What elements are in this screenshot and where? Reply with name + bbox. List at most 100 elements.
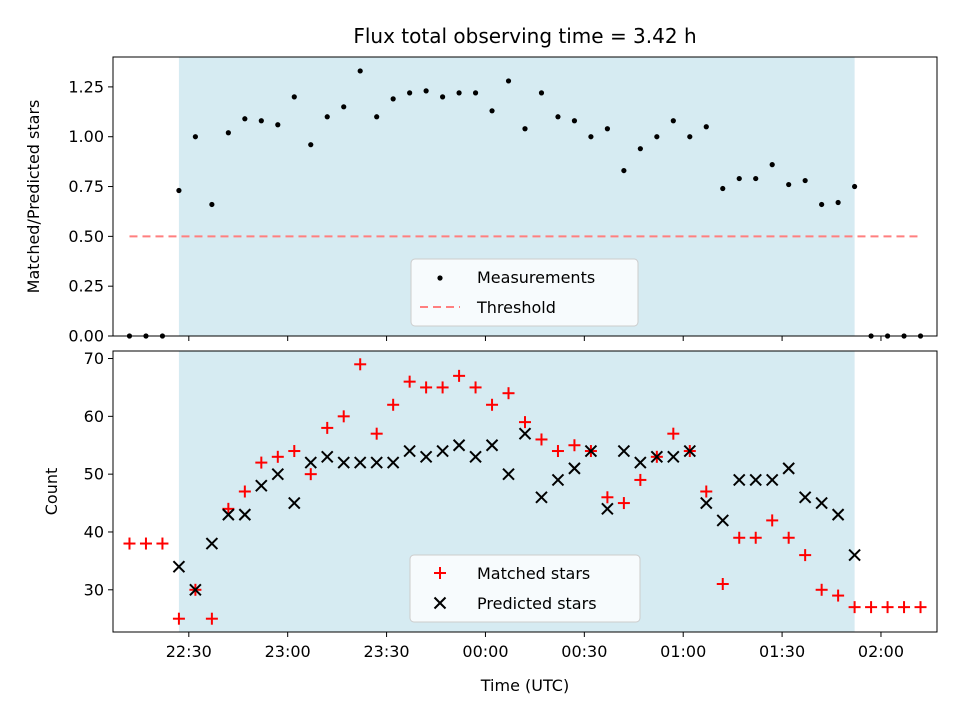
predicted-star-point bbox=[452, 439, 466, 452]
legend-marker-measurements bbox=[437, 275, 443, 281]
x-tick-label: 00:00 bbox=[462, 642, 508, 661]
predicted-star-point bbox=[189, 583, 202, 596]
predicted-star-point bbox=[255, 479, 268, 492]
x-tick-label: 01:00 bbox=[660, 642, 706, 661]
x-b bbox=[617, 444, 631, 458]
bottom-panel: 30 40 50 60 70 22:30 23:00 23:30 00:00 00:30 01:0… bbox=[42, 349, 938, 695]
measurement-point bbox=[571, 118, 578, 124]
x-b bbox=[749, 473, 762, 487]
measurement-point bbox=[423, 88, 429, 94]
measurement-point bbox=[176, 187, 182, 194]
top-legend-box bbox=[410, 258, 639, 327]
x-b bbox=[831, 508, 845, 521]
matched-star-point bbox=[238, 485, 251, 498]
x-b bbox=[815, 496, 828, 510]
x-b bbox=[288, 496, 301, 510]
matched-star-point bbox=[848, 601, 861, 614]
predicted-star-point bbox=[386, 456, 400, 469]
matched-star-point bbox=[914, 601, 927, 614]
matched-star-point bbox=[403, 375, 416, 388]
predicted-star-point bbox=[304, 456, 317, 469]
predicted-star-point bbox=[716, 514, 729, 527]
matched-star-point bbox=[469, 381, 482, 394]
x-b bbox=[568, 462, 581, 475]
matched-star-point bbox=[172, 612, 185, 625]
predicted-star-point bbox=[205, 537, 219, 550]
x-b bbox=[304, 456, 317, 469]
measurement-point bbox=[308, 142, 314, 148]
matched-star-point bbox=[304, 468, 317, 481]
measurement-point bbox=[456, 90, 462, 96]
measurement-point bbox=[390, 96, 396, 102]
predicted-star-point bbox=[222, 508, 235, 521]
y-tick-label: 1.00 bbox=[68, 127, 104, 146]
x-b bbox=[436, 444, 449, 458]
x-b bbox=[469, 450, 482, 464]
legend-dot bbox=[437, 275, 443, 281]
measurement-point bbox=[852, 183, 858, 190]
x-axis-label: Time (UTC) bbox=[480, 676, 569, 695]
x-b bbox=[782, 462, 795, 475]
matched-star-point bbox=[782, 531, 795, 544]
x-b bbox=[683, 444, 697, 458]
measurement-point bbox=[555, 114, 561, 120]
predicted-star-point bbox=[370, 456, 383, 469]
predicted-star-point bbox=[683, 444, 697, 458]
measurement-point bbox=[786, 181, 792, 188]
measurement-point bbox=[209, 201, 215, 208]
matched-star-point bbox=[156, 537, 169, 550]
matched-star-point bbox=[881, 601, 894, 614]
matched-star-point bbox=[387, 398, 400, 411]
measurement-point bbox=[802, 177, 808, 184]
x-b bbox=[172, 560, 186, 573]
x-b bbox=[433, 596, 447, 610]
predicted-star-point bbox=[667, 450, 680, 464]
measurement-point bbox=[258, 118, 264, 124]
legend-marker-matched-stars bbox=[434, 567, 446, 579]
top-panel: Flux total observing time = 3.42 h 0.000… bbox=[24, 24, 938, 346]
x-tick-label: 00:30 bbox=[561, 642, 607, 661]
predicted-star-point bbox=[518, 427, 532, 440]
matched-star-point bbox=[535, 433, 548, 446]
measurement-point bbox=[505, 78, 512, 84]
predicted-star-point bbox=[831, 508, 845, 521]
x-b bbox=[353, 456, 367, 469]
matched-star-point bbox=[700, 485, 713, 498]
matched-star-point bbox=[502, 387, 515, 400]
predicted-star-point bbox=[172, 560, 186, 573]
x-b bbox=[848, 548, 861, 562]
x-b bbox=[189, 583, 202, 596]
y-tick-label: 40 bbox=[84, 522, 104, 541]
legend-label-matched-stars: Matched stars bbox=[477, 564, 590, 583]
predicted-star-point bbox=[798, 491, 812, 504]
x-b bbox=[551, 473, 565, 487]
matched-star-point bbox=[354, 358, 367, 371]
measurement-point bbox=[374, 114, 380, 120]
x-b bbox=[584, 444, 598, 458]
x-b bbox=[634, 456, 647, 469]
legend-label-predicted-stars: Predicted stars bbox=[477, 594, 597, 613]
y-tick-label: 1.25 bbox=[68, 77, 104, 96]
legend-marker-predicted-stars bbox=[433, 596, 447, 610]
matched-star-point bbox=[123, 537, 136, 550]
predicted-star-point bbox=[403, 444, 416, 458]
x-b bbox=[601, 502, 614, 516]
measurement-point bbox=[324, 114, 330, 120]
matched-star-point bbox=[551, 445, 564, 458]
measurement-point bbox=[736, 175, 742, 182]
matched-star-point bbox=[436, 381, 449, 394]
matched-star-point bbox=[601, 491, 614, 504]
matched-star-point bbox=[486, 398, 499, 411]
x-b bbox=[255, 479, 268, 492]
bottom-y-ticks: 30 40 50 60 70 bbox=[84, 349, 113, 599]
measurement-point bbox=[192, 134, 198, 140]
predicted-star-point bbox=[749, 473, 762, 487]
measurement-point bbox=[604, 126, 611, 132]
x-b bbox=[798, 491, 812, 504]
measurement-point bbox=[753, 175, 759, 182]
measurement-points bbox=[126, 68, 924, 339]
x-b bbox=[535, 491, 548, 504]
predicted-star-point bbox=[502, 467, 515, 481]
x-tick-label: 23:30 bbox=[364, 642, 410, 661]
